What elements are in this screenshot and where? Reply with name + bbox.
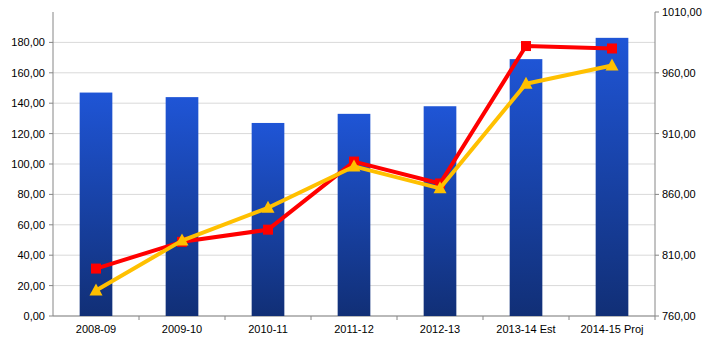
tick-mark	[569, 316, 570, 320]
tick-label: 0,00	[24, 310, 45, 322]
marker	[262, 201, 275, 213]
tick-label: 80,00	[17, 188, 45, 200]
line	[96, 66, 612, 291]
tick-label: 160,00	[11, 67, 45, 79]
marker	[606, 59, 619, 71]
category-label: 2009-10	[162, 323, 202, 335]
category-label: 2011-12	[334, 323, 374, 335]
line	[96, 46, 612, 269]
tick-label: 180,00	[11, 36, 45, 48]
category-label: 2008-09	[76, 323, 116, 335]
marker	[348, 159, 361, 171]
tick-mark	[311, 316, 312, 320]
tick-mark	[49, 285, 53, 286]
bar	[166, 97, 199, 316]
marker	[90, 283, 103, 295]
tick-mark	[49, 194, 53, 195]
y-axis	[53, 12, 54, 316]
category-label: 2012-13	[420, 323, 460, 335]
marker	[520, 77, 533, 89]
tick-mark	[655, 12, 659, 13]
tick-mark	[139, 316, 140, 320]
tick-mark	[49, 224, 53, 225]
tick-label: 60,00	[17, 219, 45, 231]
grid-line	[53, 42, 655, 43]
tick-mark	[49, 72, 53, 73]
chart: 0,00 20,00 40,00 60,00 80,00 100,00 120,00 140,…	[0, 0, 717, 345]
tick-label: 910,00	[662, 128, 696, 140]
bar	[338, 114, 371, 316]
tick-label: 760,00	[662, 310, 696, 322]
tick-label: 20,00	[17, 280, 45, 292]
marker	[91, 264, 101, 274]
tick-mark	[49, 42, 53, 43]
tick-mark	[655, 255, 659, 256]
tick-label: 140,00	[11, 97, 45, 109]
tick-mark	[655, 133, 659, 134]
tick-label: 960,00	[662, 67, 696, 79]
marker	[176, 234, 189, 246]
marker	[434, 181, 447, 193]
marker	[263, 225, 273, 235]
tick-label: 860,00	[662, 188, 696, 200]
category-label: 2010-11	[248, 323, 288, 335]
tick-label: 810,00	[662, 249, 696, 261]
marks	[80, 38, 629, 316]
tick-mark	[49, 316, 53, 317]
tick-label: 1010,00	[662, 6, 702, 18]
category-label: 2014-15 Proj	[581, 323, 644, 335]
marker	[607, 43, 617, 53]
grid-line	[53, 103, 655, 104]
tick-mark	[483, 316, 484, 320]
tick-mark	[49, 103, 53, 104]
tick-mark	[225, 316, 226, 320]
tick-mark	[655, 316, 656, 320]
tick-mark	[49, 164, 53, 165]
y2-axis	[655, 12, 656, 316]
tick-mark	[655, 316, 659, 317]
tick-mark	[49, 133, 53, 134]
grid-line	[53, 72, 655, 73]
grid	[53, 42, 655, 316]
bar	[424, 106, 457, 316]
tick-label: 40,00	[17, 249, 45, 261]
bar	[596, 38, 629, 316]
category-label: 2013-14 Est	[496, 323, 555, 335]
tick-mark	[655, 72, 659, 73]
marker	[521, 41, 531, 51]
tick-label: 120,00	[11, 128, 45, 140]
tick-label: 100,00	[11, 158, 45, 170]
tick-mark	[655, 194, 659, 195]
tick-mark	[397, 316, 398, 320]
tick-mark	[49, 255, 53, 256]
